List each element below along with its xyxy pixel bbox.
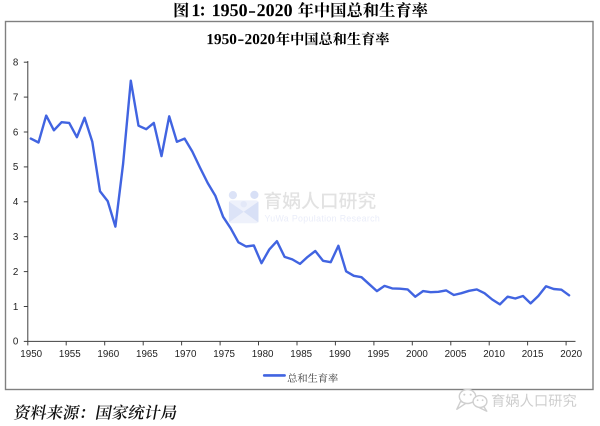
svg-text:1: 1	[13, 302, 18, 313]
svg-text:2020: 2020	[560, 349, 582, 360]
svg-text:1980: 1980	[252, 349, 274, 360]
svg-text:YuWa Population Research: YuWa Population Research	[265, 213, 381, 223]
svg-text:4: 4	[13, 197, 19, 208]
svg-text:1995: 1995	[367, 349, 389, 360]
svg-text:2010: 2010	[483, 349, 505, 360]
svg-text:2000: 2000	[406, 349, 428, 360]
svg-text:5: 5	[13, 162, 19, 173]
svg-text:2: 2	[13, 267, 18, 278]
svg-text:8: 8	[13, 58, 19, 69]
svg-text:0: 0	[13, 337, 19, 348]
svg-text:2005: 2005	[445, 349, 467, 360]
svg-text:7: 7	[13, 92, 18, 103]
svg-text:3: 3	[13, 232, 19, 243]
svg-text:1950: 1950	[20, 349, 42, 360]
svg-text:1955: 1955	[59, 349, 81, 360]
svg-text:1970: 1970	[175, 349, 197, 360]
svg-text:1975: 1975	[213, 349, 235, 360]
svg-text:2015: 2015	[522, 349, 544, 360]
svg-text:1985: 1985	[290, 349, 312, 360]
svg-text:1990: 1990	[329, 349, 351, 360]
svg-text:1965: 1965	[136, 349, 158, 360]
svg-text:6: 6	[13, 127, 19, 138]
svg-text:1960: 1960	[97, 349, 119, 360]
